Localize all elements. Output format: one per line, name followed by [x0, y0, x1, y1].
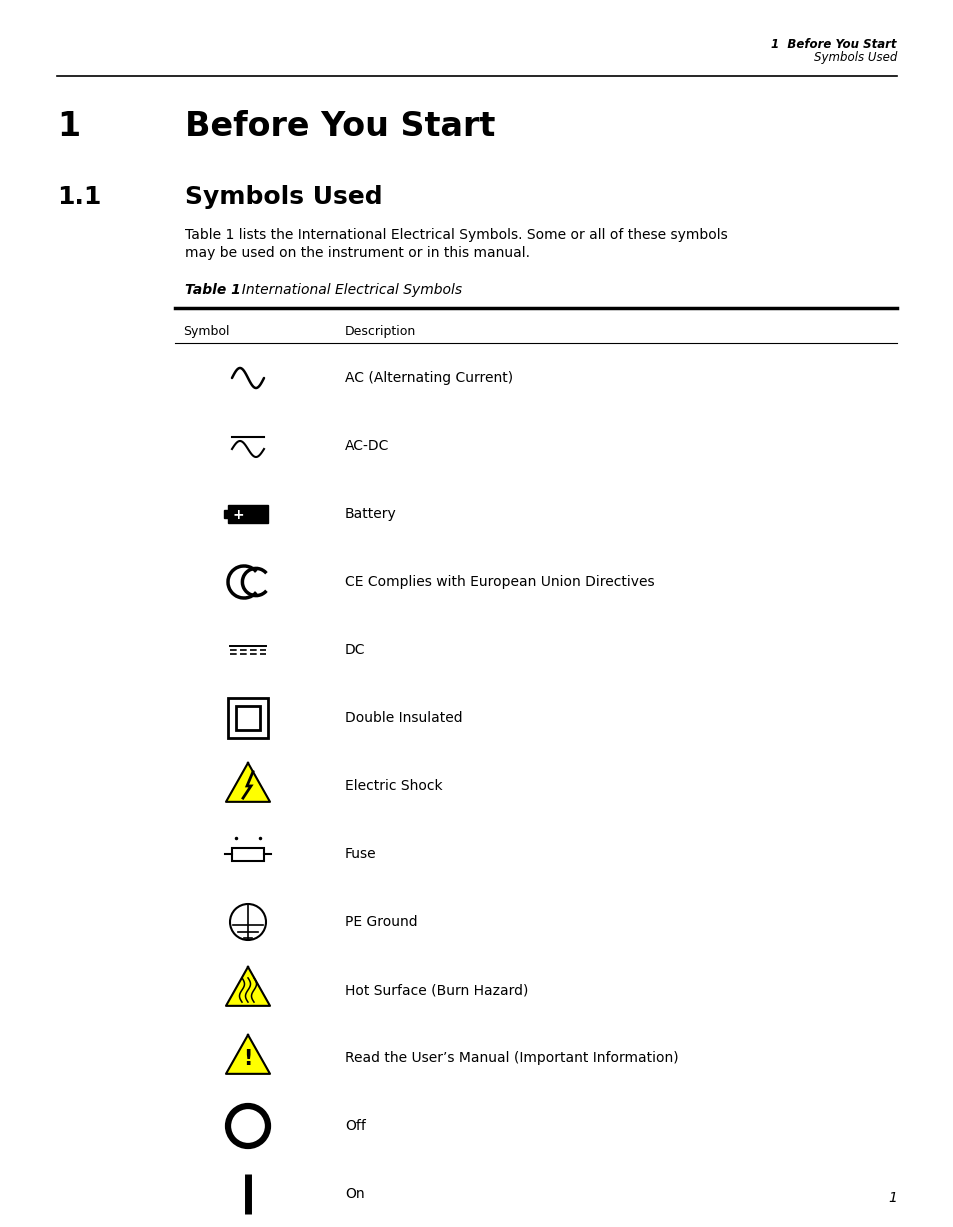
Text: DC: DC — [345, 643, 365, 656]
Text: AC (Alternating Current): AC (Alternating Current) — [345, 371, 513, 385]
Text: Read the User’s Manual (Important Information): Read the User’s Manual (Important Inform… — [345, 1052, 678, 1065]
Bar — [228, 506, 268, 523]
Text: Symbol: Symbol — [183, 325, 230, 337]
Text: On: On — [345, 1187, 364, 1201]
Text: +: + — [233, 508, 244, 521]
Text: 1: 1 — [57, 110, 80, 144]
Text: PE Ground: PE Ground — [345, 915, 417, 929]
Text: Electric Shock: Electric Shock — [345, 779, 442, 793]
Text: 1.1: 1.1 — [57, 185, 101, 209]
Text: Symbols Used: Symbols Used — [813, 52, 896, 65]
Text: 1  Before You Start: 1 Before You Start — [771, 38, 896, 50]
Bar — [224, 510, 228, 518]
Polygon shape — [226, 967, 270, 1006]
Text: Table 1 lists the International Electrical Symbols. Some or all of these symbols: Table 1 lists the International Electric… — [185, 228, 727, 242]
Text: 1: 1 — [887, 1191, 896, 1205]
Bar — [228, 698, 268, 737]
Text: Symbols Used: Symbols Used — [185, 185, 382, 209]
Text: International Electrical Symbols: International Electrical Symbols — [233, 283, 461, 297]
Text: AC-DC: AC-DC — [345, 439, 389, 453]
Text: CE Complies with European Union Directives: CE Complies with European Union Directiv… — [345, 575, 654, 589]
Text: Fuse: Fuse — [345, 847, 376, 861]
Bar — [232, 848, 264, 861]
Text: Battery: Battery — [345, 507, 396, 521]
Text: !: ! — [243, 1049, 253, 1069]
Text: Before You Start: Before You Start — [185, 110, 495, 144]
Text: may be used on the instrument or in this manual.: may be used on the instrument or in this… — [185, 245, 530, 260]
Text: Double Insulated: Double Insulated — [345, 710, 462, 725]
Text: Table 1: Table 1 — [185, 283, 240, 297]
Text: Description: Description — [345, 325, 416, 337]
Bar — [235, 706, 260, 730]
Polygon shape — [226, 1034, 270, 1074]
Text: Off: Off — [345, 1119, 366, 1133]
Text: Hot Surface (Burn Hazard): Hot Surface (Burn Hazard) — [345, 983, 528, 998]
Polygon shape — [226, 763, 270, 801]
